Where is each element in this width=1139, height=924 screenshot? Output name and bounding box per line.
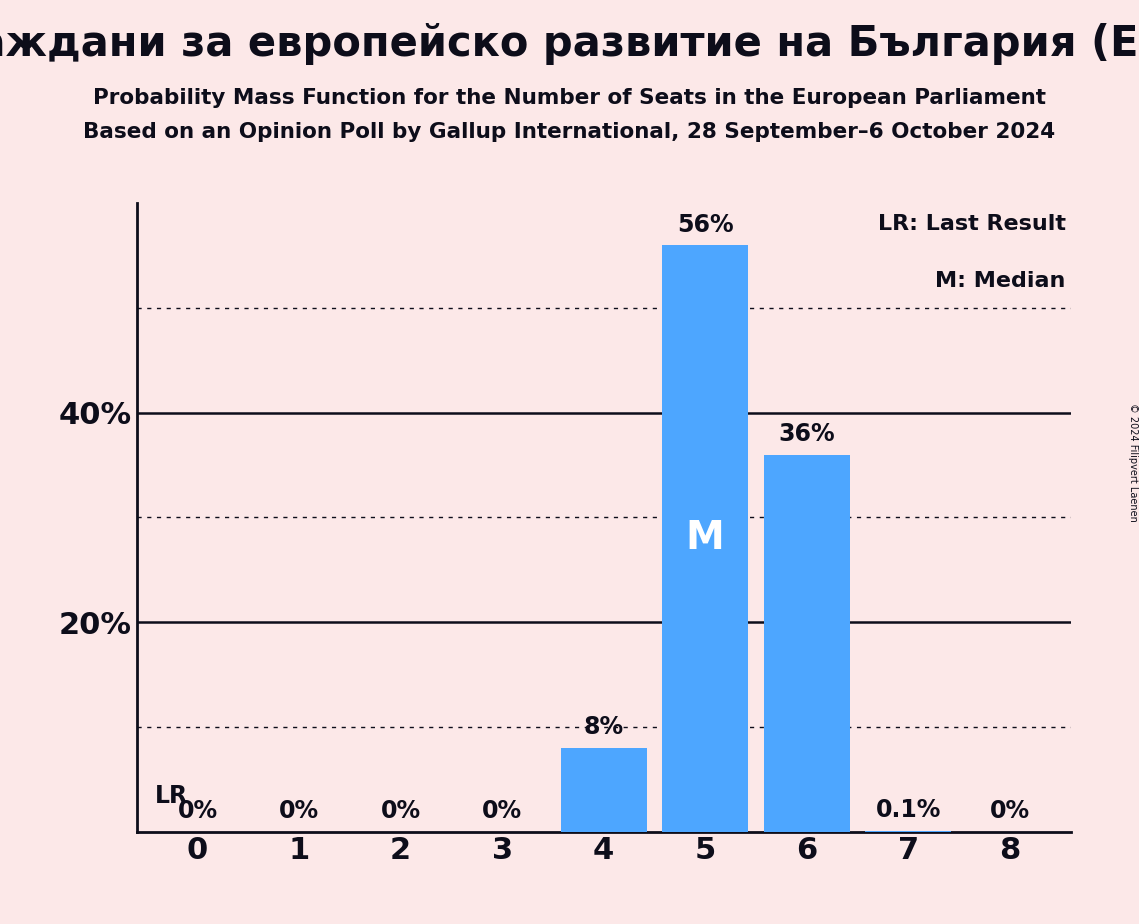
Text: LR: LR <box>155 784 188 808</box>
Text: 0%: 0% <box>178 799 218 823</box>
Text: Граждани за европейско развитие на България (ЕРР): Граждани за европейско развитие на Бълга… <box>0 23 1139 65</box>
Text: 0%: 0% <box>279 799 319 823</box>
Text: 0.1%: 0.1% <box>876 798 941 822</box>
Bar <box>866 831 951 832</box>
Text: 8%: 8% <box>583 715 624 739</box>
Bar <box>560 748 647 832</box>
Text: M: Median: M: Median <box>935 272 1066 291</box>
Bar <box>662 245 748 832</box>
Text: 0%: 0% <box>990 799 1030 823</box>
Text: 0%: 0% <box>380 799 420 823</box>
Text: M: M <box>686 519 724 557</box>
Text: Based on an Opinion Poll by Gallup International, 28 September–6 October 2024: Based on an Opinion Poll by Gallup Inter… <box>83 122 1056 142</box>
Text: 36%: 36% <box>778 422 835 446</box>
Text: 56%: 56% <box>677 213 734 237</box>
Text: © 2024 Filipvert Laenen: © 2024 Filipvert Laenen <box>1129 403 1138 521</box>
Bar <box>763 455 850 832</box>
Text: LR: Last Result: LR: Last Result <box>877 213 1066 234</box>
Text: 0%: 0% <box>482 799 522 823</box>
Text: Probability Mass Function for the Number of Seats in the European Parliament: Probability Mass Function for the Number… <box>93 88 1046 108</box>
